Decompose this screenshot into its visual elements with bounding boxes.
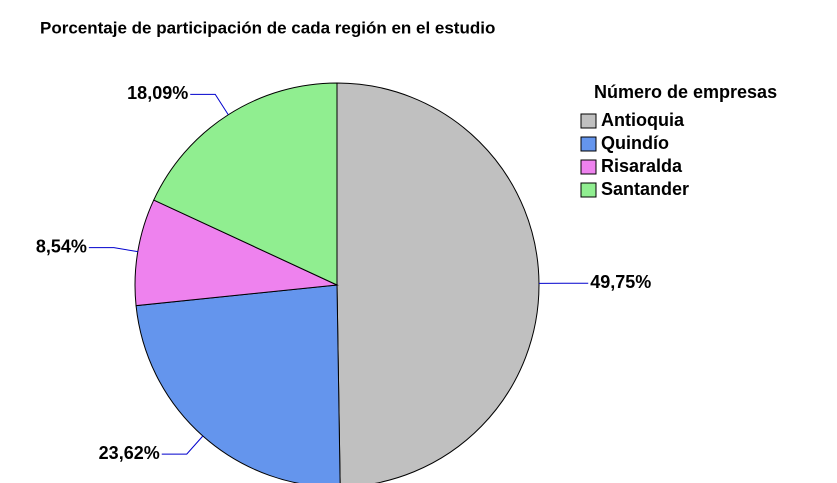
legend-title: Número de empresas bbox=[594, 82, 777, 102]
legend-swatch bbox=[580, 159, 597, 175]
chart-title: Porcentaje de participación de cada regi… bbox=[40, 18, 495, 37]
data-label: 8,54% bbox=[36, 236, 87, 256]
pie-slice bbox=[135, 284, 341, 483]
data-label: 23,62% bbox=[99, 443, 160, 463]
legend-label: Quindío bbox=[601, 133, 669, 153]
pie-slice bbox=[134, 199, 339, 307]
legend-swatch bbox=[580, 136, 597, 152]
leader-line bbox=[161, 435, 204, 455]
pie-slice bbox=[336, 82, 540, 483]
leader-line bbox=[190, 93, 229, 116]
data-label: 49,75% bbox=[590, 272, 651, 292]
legend-label: Antioquia bbox=[601, 110, 685, 130]
legend-label: Santander bbox=[601, 179, 689, 199]
pie-slice bbox=[153, 82, 338, 286]
data-label: 18,09% bbox=[127, 83, 188, 103]
legend-label: Risaralda bbox=[601, 156, 683, 176]
leader-line bbox=[88, 247, 138, 253]
legend-swatch bbox=[580, 113, 597, 129]
legend-swatch bbox=[580, 182, 597, 198]
